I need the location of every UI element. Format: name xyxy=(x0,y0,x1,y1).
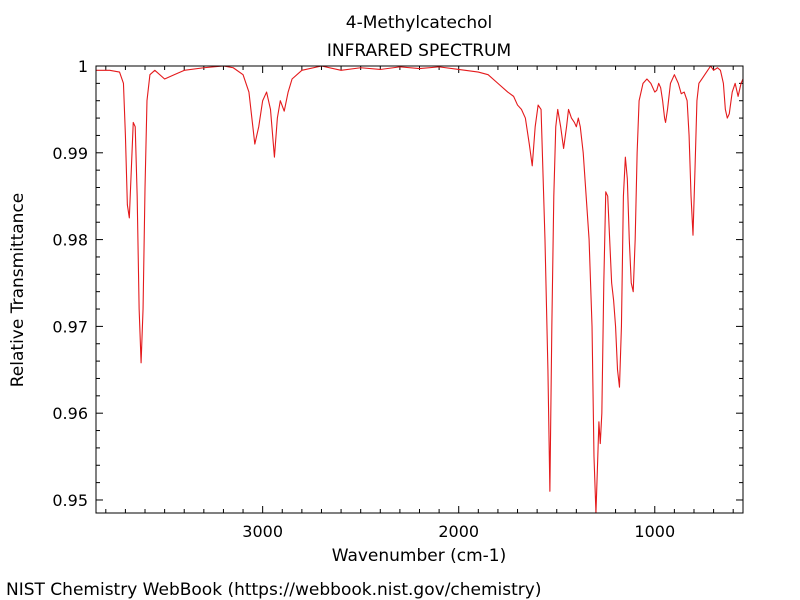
x-axis-label: Wavenumber (cm-1) xyxy=(332,546,507,566)
y-tick-label: 0.99 xyxy=(52,144,88,163)
spectrum-line xyxy=(96,65,744,514)
chart-subtitle: INFRARED SPECTRUM xyxy=(327,41,511,61)
y-tick-labels: 0.95 0.96 0.97 0.98 0.99 1 xyxy=(52,57,88,510)
y-tick-label: 1 xyxy=(78,57,88,76)
plot-frame xyxy=(95,65,744,514)
footer-attribution: NIST Chemistry WebBook (https://webbook.… xyxy=(6,580,541,600)
x-tick-labels: 3000 2000 1000 xyxy=(242,522,675,541)
chart-title: 4-Methylcatechol xyxy=(346,13,492,33)
x-tick-label: 2000 xyxy=(438,522,479,541)
y-tick-label: 0.97 xyxy=(52,317,88,336)
axis-ticks xyxy=(96,65,743,513)
y-tick-label: 0.95 xyxy=(52,491,88,510)
y-tick-label: 0.98 xyxy=(52,231,88,250)
y-axis-label: Relative Transmittance xyxy=(8,193,28,388)
x-tick-label: 3000 xyxy=(242,522,283,541)
x-tick-label: 1000 xyxy=(634,522,675,541)
y-tick-label: 0.96 xyxy=(52,404,88,423)
